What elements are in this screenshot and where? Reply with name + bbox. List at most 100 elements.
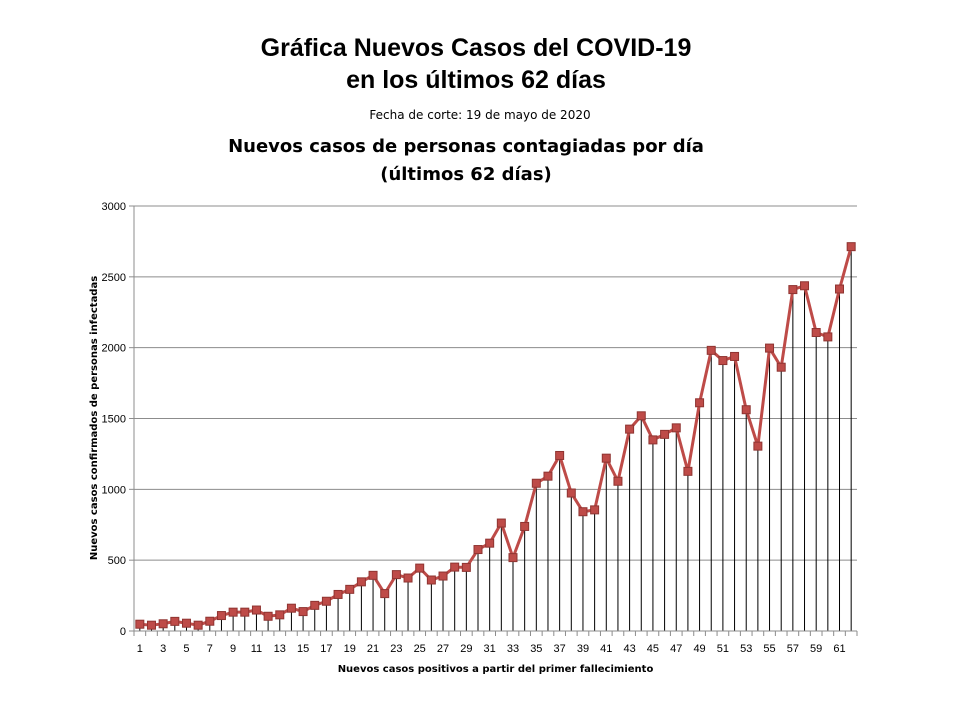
- x-tick-label: 53: [740, 643, 752, 655]
- data-point: [531, 478, 541, 488]
- data-point: [275, 610, 285, 620]
- x-tick-label: 33: [507, 643, 519, 655]
- data-point: [485, 538, 495, 548]
- data-point: [625, 424, 635, 434]
- cutoff-date: Fecha de corte: 19 de mayo de 2020: [369, 108, 591, 122]
- data-point: [648, 435, 658, 445]
- x-tick-label: 45: [647, 643, 659, 655]
- data-point: [170, 616, 180, 626]
- data-point: [788, 285, 798, 295]
- y-tick-label: 2500: [102, 272, 126, 284]
- x-tick-label: 41: [600, 643, 612, 655]
- data-point: [321, 596, 331, 606]
- data-point: [671, 423, 681, 433]
- data-point: [251, 605, 261, 615]
- x-tick-label: 5: [183, 643, 189, 655]
- data-point: [811, 328, 821, 338]
- chart-title-line1: Gráfica Nuevos Casos del COVID-19: [260, 34, 692, 62]
- data-point: [578, 507, 588, 517]
- data-point: [380, 589, 390, 599]
- data-point: [718, 356, 728, 366]
- data-point: [823, 332, 833, 342]
- x-tick-label: 37: [554, 643, 566, 655]
- x-tick-label: 19: [344, 643, 356, 655]
- data-point: [228, 607, 238, 617]
- y-axis-title: Nuevos casos confirmados de personas inf…: [89, 276, 100, 560]
- chart-subtitle-line2: (últimos 62 días): [380, 164, 552, 185]
- data-point: [741, 405, 751, 415]
- data-point: [835, 284, 845, 294]
- x-tick-label: 25: [414, 643, 426, 655]
- x-tick-label: 21: [367, 643, 379, 655]
- data-point: [555, 450, 565, 460]
- drop-lines: [139, 246, 852, 631]
- x-tick-label: 57: [787, 643, 799, 655]
- y-tick-label: 2000: [102, 343, 126, 355]
- data-point: [461, 562, 471, 572]
- data-point: [590, 505, 600, 515]
- x-tick-label: 3: [160, 643, 166, 655]
- x-tick-label: 9: [230, 643, 236, 655]
- data-point: [298, 607, 308, 617]
- data-point: [205, 616, 215, 626]
- x-tick-label: 35: [530, 643, 542, 655]
- x-tick-label: 55: [763, 643, 775, 655]
- y-tick-label: 1000: [102, 484, 126, 496]
- x-tick-label: 47: [670, 643, 682, 655]
- data-point: [368, 570, 378, 580]
- x-tick-label: 17: [320, 643, 332, 655]
- axes: [129, 205, 858, 636]
- data-point: [216, 611, 226, 621]
- data-point: [391, 570, 401, 580]
- chart-subtitle-line1: Nuevos casos de personas contagiadas por…: [228, 136, 704, 157]
- x-axis-title: Nuevos casos positivos a partir del prim…: [338, 664, 654, 675]
- data-point: [800, 281, 810, 291]
- x-tick-label: 31: [484, 643, 496, 655]
- data-point: [543, 471, 553, 481]
- data-point: [695, 398, 705, 408]
- data-point: [263, 611, 273, 621]
- data-point: [181, 618, 191, 628]
- data-point: [706, 345, 716, 355]
- x-tick-label: 51: [717, 643, 729, 655]
- data-point: [683, 466, 693, 476]
- series-line: [139, 246, 853, 627]
- data-point: [496, 518, 506, 528]
- y-tick-label: 1500: [102, 414, 126, 426]
- x-tick-label: 7: [207, 643, 213, 655]
- y-tick-label: 500: [108, 555, 126, 567]
- data-point: [333, 589, 343, 599]
- x-tick-label: 49: [693, 643, 705, 655]
- data-point: [345, 584, 355, 594]
- data-point: [660, 429, 670, 439]
- data-point: [240, 607, 250, 617]
- data-point: [438, 571, 448, 581]
- y-tick-label: 3000: [102, 201, 126, 213]
- data-point: [765, 343, 775, 353]
- data-point: [135, 619, 145, 629]
- data-point: [158, 619, 168, 629]
- x-tick-label: 59: [810, 643, 822, 655]
- data-point: [776, 362, 786, 372]
- data-point: [450, 562, 460, 572]
- x-tick-label: 23: [390, 643, 402, 655]
- data-series: [135, 242, 856, 630]
- x-tick-label: 61: [833, 643, 845, 655]
- data-point: [310, 600, 320, 610]
- x-tick-label: 39: [577, 643, 589, 655]
- x-tick-label: 27: [437, 643, 449, 655]
- data-point: [508, 553, 518, 563]
- data-point: [426, 575, 436, 585]
- data-point: [730, 351, 740, 361]
- data-point: [193, 620, 203, 630]
- gridlines: [134, 205, 857, 561]
- data-point: [566, 488, 576, 498]
- data-point: [613, 476, 623, 486]
- data-point: [753, 441, 763, 451]
- x-tick-label: 13: [274, 643, 286, 655]
- data-point: [403, 573, 413, 583]
- x-tick-label: 11: [251, 643, 262, 655]
- x-tick-label: 15: [297, 643, 309, 655]
